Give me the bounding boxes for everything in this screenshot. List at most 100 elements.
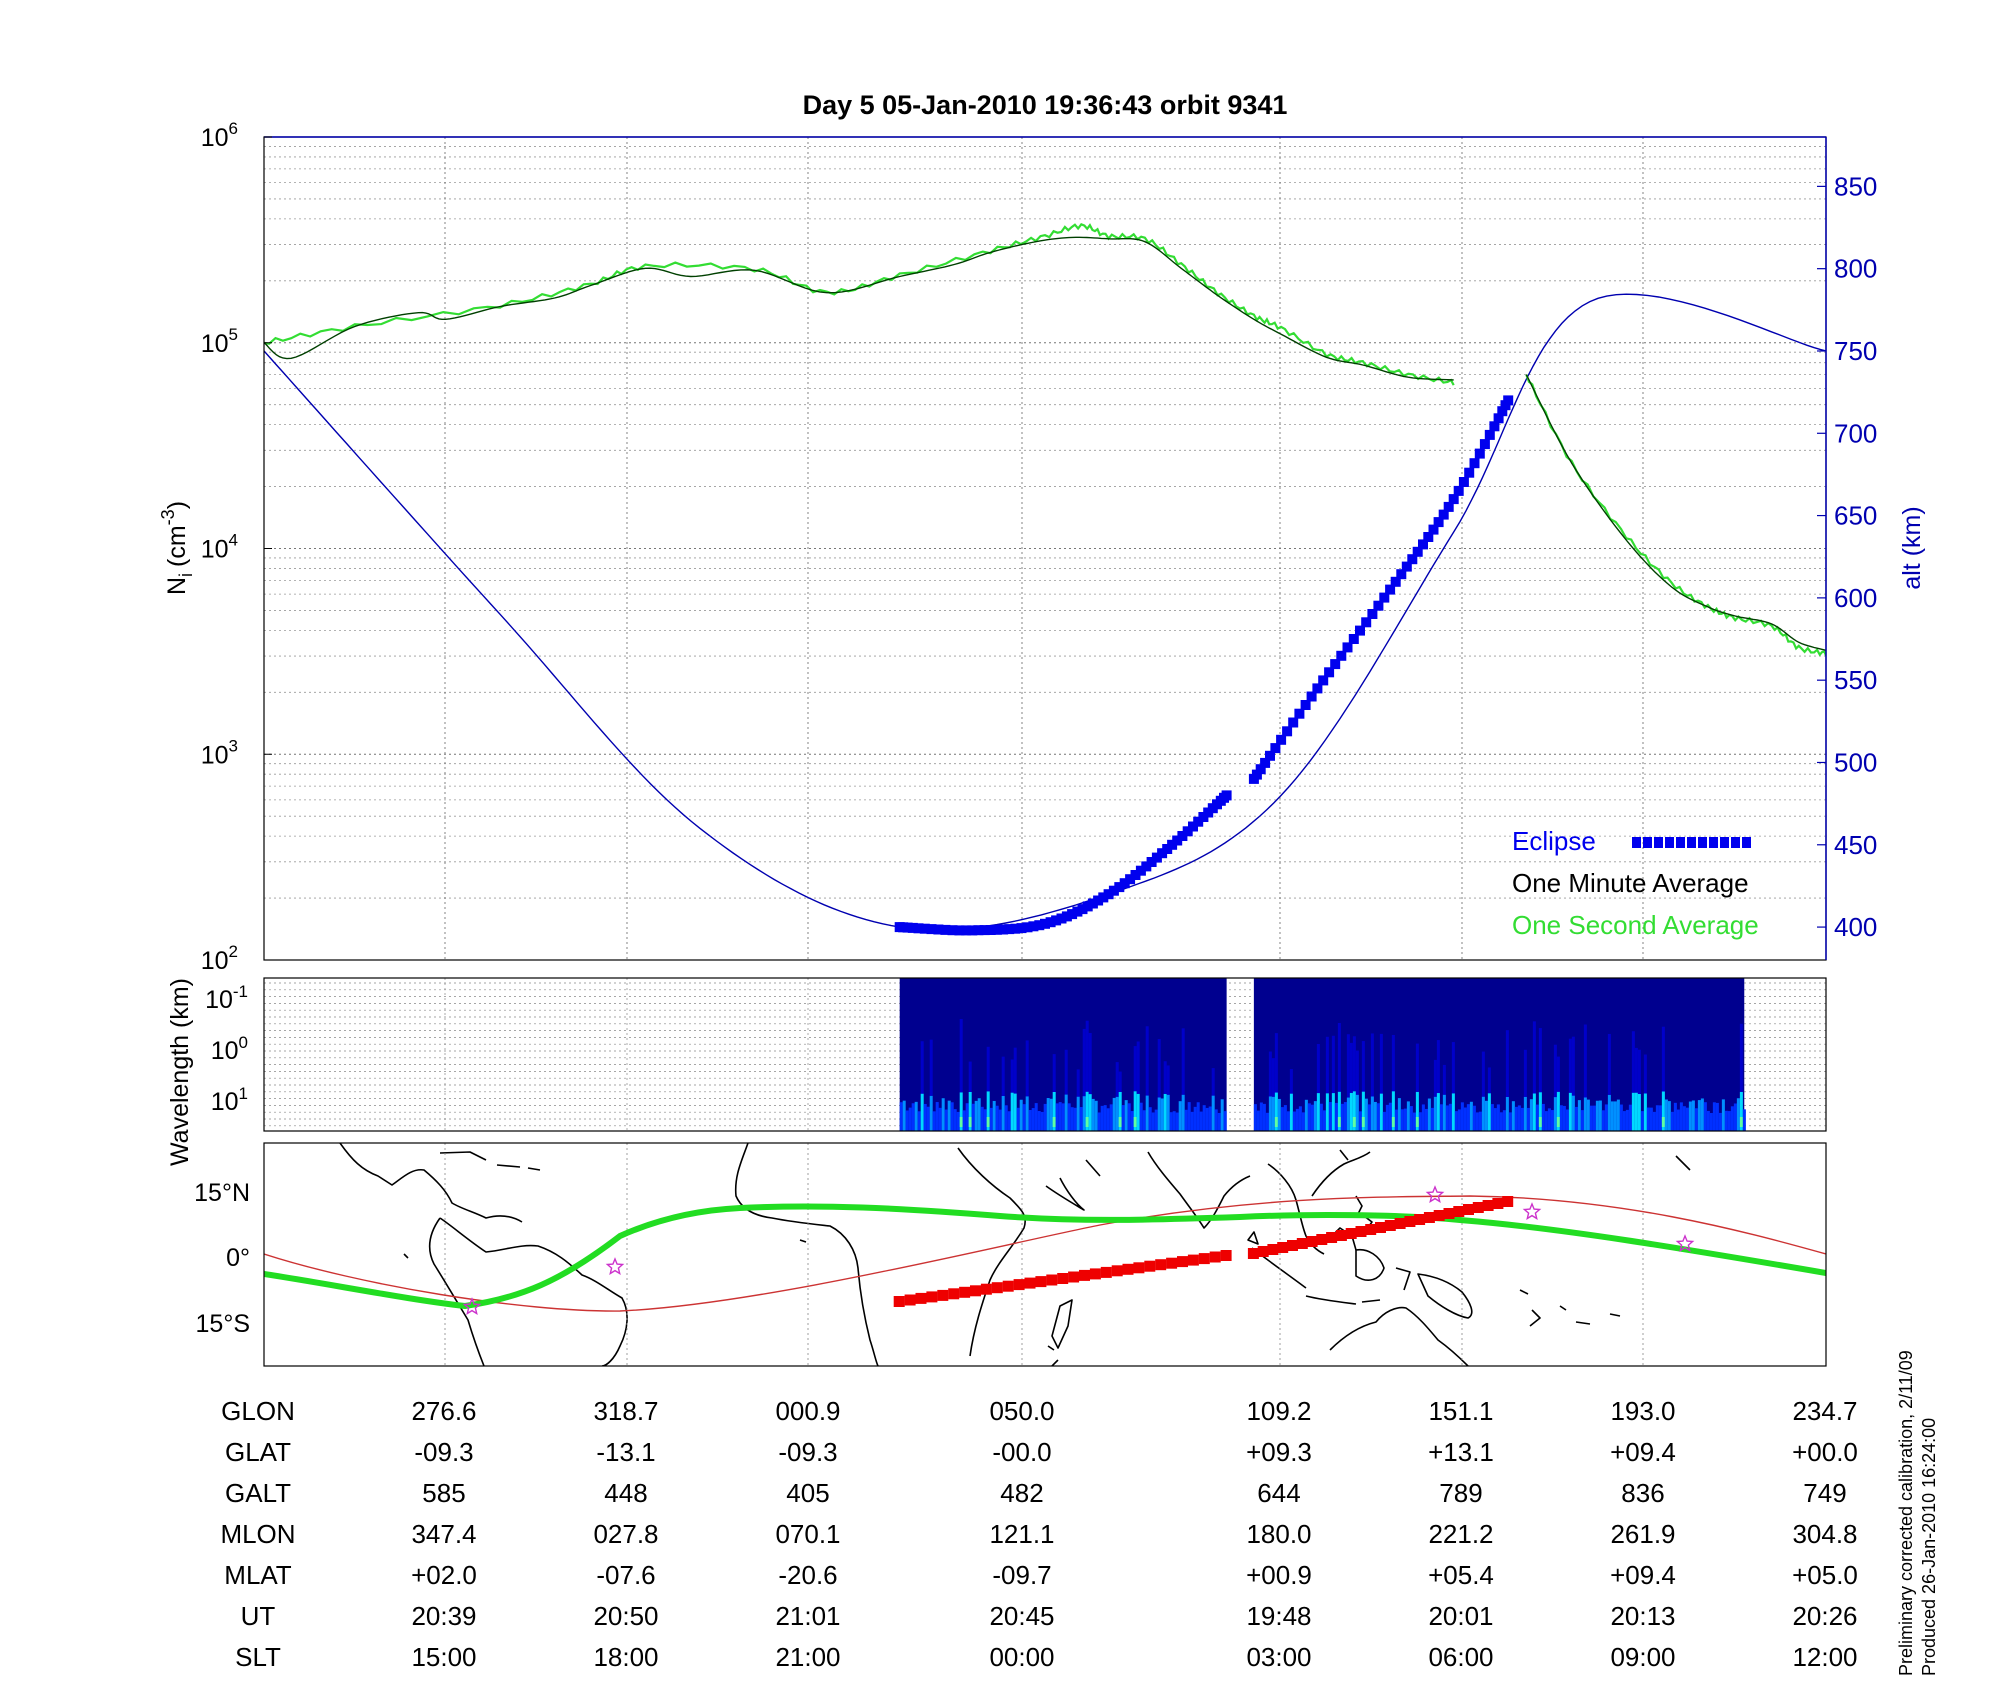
spectrogram-column-low — [1715, 1102, 1719, 1131]
spectrogram-column-low — [1349, 1092, 1353, 1131]
eclipse-marker — [1367, 609, 1378, 619]
eclipse-marker — [1318, 675, 1329, 686]
spectrogram-column-low — [1658, 1105, 1662, 1131]
series-segment — [1525, 374, 1826, 651]
table-cell: +13.1 — [1428, 1437, 1494, 1467]
table-cell: 585 — [422, 1478, 465, 1508]
eclipse-track-marker — [1482, 1200, 1494, 1211]
eclipse-track-marker — [1155, 1259, 1167, 1271]
map-ytick-0: 0° — [226, 1244, 250, 1272]
eclipse-marker — [1045, 917, 1056, 928]
spectrogram-column-low — [1019, 1099, 1023, 1131]
spectrogram-column-low — [929, 1095, 933, 1131]
spectrogram-column-low — [1406, 1101, 1410, 1131]
table-row-label: MLON — [220, 1519, 295, 1549]
coast-pacific-islands — [403, 1155, 1691, 1366]
eclipse-marker — [1087, 898, 1098, 909]
table-cell: 151.1 — [1428, 1396, 1493, 1426]
eclipse-track-marker — [980, 1283, 992, 1295]
table-cell: 180.0 — [1246, 1519, 1311, 1549]
star-marker — [462, 1297, 482, 1315]
spectrogram-column-low — [1268, 1096, 1272, 1131]
eclipse-track-marker — [1267, 1244, 1279, 1255]
calibration-note: Preliminary corrected calibration, 2/11/… — [1896, 1350, 1916, 1676]
spectrogram-column-low — [1514, 1106, 1518, 1131]
map-ytick-15n: 15°N — [194, 1179, 250, 1207]
spectrogram-column-low — [1484, 1100, 1488, 1131]
spectrogram-column-low — [1691, 1100, 1695, 1131]
spectrogram-column-low — [1388, 1102, 1392, 1131]
eclipse-track-marker — [926, 1291, 938, 1303]
spectrogram-column-low — [1193, 1106, 1197, 1131]
eclipse-track-marker — [1100, 1266, 1112, 1278]
spectrogram-column-low — [1631, 1092, 1635, 1131]
eclipse-marker — [1172, 835, 1183, 846]
spectrogram-column-low — [1073, 1107, 1077, 1131]
table-cell: 448 — [604, 1478, 647, 1508]
spectrogram-column-low — [1379, 1093, 1383, 1131]
spectrogram-column-low — [1004, 1105, 1008, 1131]
spectrogram-column-low — [1553, 1097, 1557, 1131]
spectrogram-column-low — [1532, 1093, 1536, 1131]
spectrogram-hot — [959, 1117, 963, 1127]
spectrogram-column-low — [1361, 1091, 1365, 1131]
eclipse-track-marker — [1277, 1242, 1289, 1253]
eclipse-track-marker — [1296, 1238, 1308, 1249]
spectrogram-column-low — [1124, 1100, 1128, 1131]
eclipse-marker — [1119, 878, 1130, 889]
eclipse-marker — [1418, 539, 1428, 550]
eclipse-marker — [1288, 717, 1299, 728]
spectrogram-column-low — [1052, 1091, 1056, 1131]
table-cell: 15:00 — [411, 1642, 476, 1672]
spectrogram-tick-label: 10-1 — [205, 982, 248, 1014]
table-cell: 221.2 — [1428, 1519, 1493, 1549]
legend-eclipse-square — [1687, 837, 1696, 848]
eclipse-marker — [1330, 659, 1341, 670]
spectrogram-column-low — [917, 1111, 921, 1131]
eclipse-marker — [1342, 642, 1353, 653]
eclipse-marker — [1484, 429, 1495, 440]
spectrogram-column-low — [1646, 1107, 1650, 1131]
spectrogram-column-low — [1448, 1103, 1452, 1131]
spectrogram-column-low — [1340, 1103, 1344, 1131]
spectrogram-column-mid — [1088, 1032, 1092, 1095]
spectrogram-column-mid — [1487, 1067, 1491, 1094]
spectrogram-column-low — [1502, 1110, 1506, 1131]
spectrogram-column-low — [1280, 1107, 1284, 1131]
spectrogram-column-mid — [1352, 1036, 1356, 1092]
legend-eclipse-square — [1698, 837, 1707, 848]
spectrogram-column-low — [1298, 1106, 1302, 1131]
eclipse-track-marker — [1257, 1246, 1269, 1257]
spectrogram-column-low — [956, 1111, 960, 1131]
eclipse-track-marker — [1326, 1232, 1338, 1243]
legend-second-label: One Second Average — [1512, 910, 1759, 940]
spectrogram-column-low — [1391, 1091, 1395, 1131]
spectrogram-column-mid — [1211, 1068, 1215, 1096]
spectrogram-column-low — [1493, 1108, 1497, 1131]
density-tick-label: 104 — [201, 531, 238, 564]
spectrogram-column-low — [908, 1107, 912, 1131]
eclipse-track-marker — [1472, 1202, 1484, 1213]
spectrogram-column-low — [974, 1100, 978, 1131]
spectrogram-column-low — [1322, 1110, 1326, 1131]
spectrogram-ticks: 10-1 100 101 — [205, 982, 248, 1116]
spectrogram-column-low — [1178, 1101, 1182, 1131]
eclipse-marker — [1453, 485, 1464, 496]
spectrogram-column-low — [1547, 1108, 1551, 1131]
table-cell: 482 — [1000, 1478, 1043, 1508]
table-cell: 21:01 — [775, 1601, 840, 1631]
spectrogram-column-low — [1079, 1107, 1083, 1131]
spectrogram-column-low — [935, 1102, 939, 1131]
altitude-tick-label: 650 — [1834, 501, 1877, 531]
eclipse-marker — [1125, 874, 1136, 885]
spectrogram-column-low — [1541, 1103, 1545, 1131]
table-cell: 000.9 — [775, 1396, 840, 1426]
table-cell: -00.0 — [992, 1437, 1051, 1467]
spectrogram-column-low — [983, 1109, 987, 1131]
eclipse-marker — [1072, 906, 1083, 917]
spectrogram-column-mid — [1631, 1031, 1635, 1093]
spectrogram-column-low — [1331, 1093, 1335, 1131]
eclipse-marker — [947, 925, 958, 936]
spectrogram-column-low — [1577, 1100, 1581, 1131]
